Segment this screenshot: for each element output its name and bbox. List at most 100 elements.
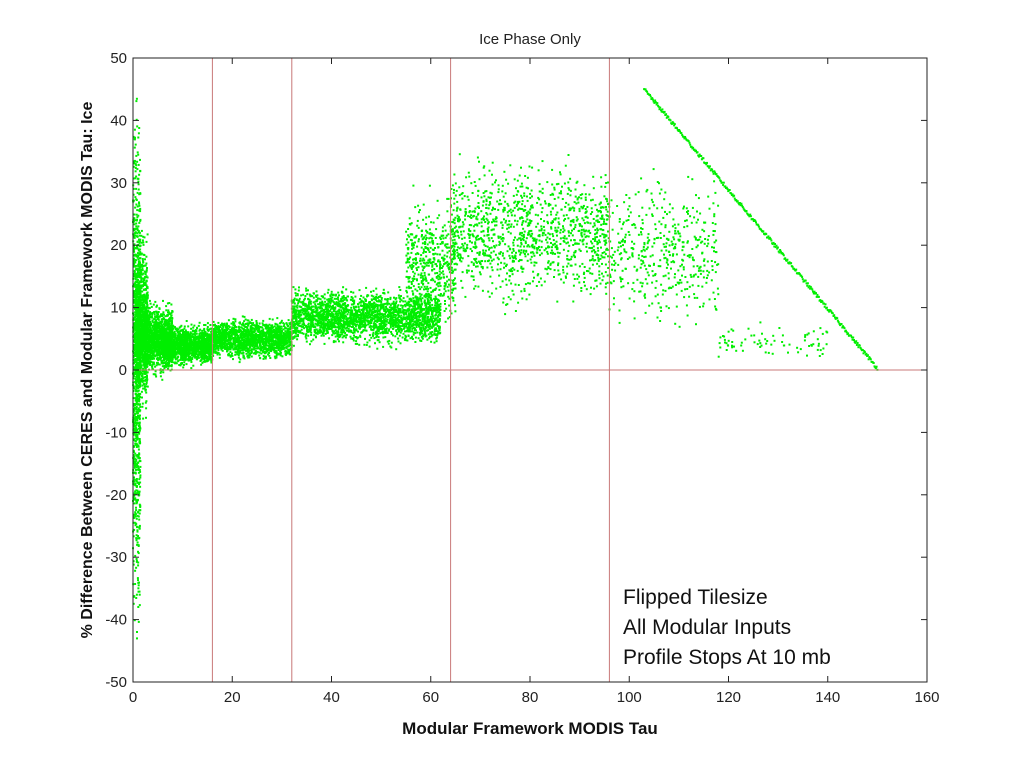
data-point: [133, 254, 136, 257]
data-point: [134, 327, 137, 330]
data-point: [151, 353, 154, 356]
data-point: [138, 400, 141, 403]
data-point: [196, 335, 198, 338]
data-point: [165, 349, 168, 352]
data-point: [168, 312, 171, 315]
data-point: [136, 412, 139, 415]
data-point: [142, 347, 144, 350]
data-point: [157, 359, 160, 361]
data-point: [141, 265, 144, 268]
data-point: [132, 245, 135, 248]
data-point: [147, 330, 150, 333]
data-point: [138, 537, 140, 540]
data-point: [146, 297, 149, 300]
data-point: [136, 380, 139, 383]
data-point: [139, 504, 142, 507]
data-point: [210, 361, 213, 364]
data-point: [163, 367, 166, 370]
data-point: [170, 325, 173, 327]
data-point: [172, 361, 175, 364]
data-point: [146, 371, 149, 374]
data-point: [133, 417, 136, 420]
data-point: [140, 299, 143, 302]
data-point: [155, 375, 158, 378]
data-point: [154, 336, 157, 338]
data-point: [141, 321, 144, 323]
data-point: [138, 439, 141, 442]
data-point: [208, 333, 211, 336]
data-point: [139, 385, 142, 387]
data-point: [188, 359, 191, 362]
data-point: [161, 334, 164, 337]
data-point: [140, 327, 143, 330]
data-point: [149, 358, 152, 361]
data-point: [151, 324, 154, 327]
data-point: [182, 335, 185, 338]
data-point: [136, 229, 139, 231]
data-point: [136, 535, 139, 538]
data-point: [137, 393, 139, 396]
data-point: [142, 363, 145, 366]
data-point: [135, 382, 137, 385]
data-point: [133, 228, 136, 231]
data-point: [134, 482, 137, 485]
data-point: [138, 509, 141, 512]
data-point: [164, 342, 167, 345]
data-point: [200, 344, 202, 347]
data-point: [138, 288, 141, 291]
data-point: [176, 331, 179, 334]
data-point: [137, 334, 140, 337]
data-point: [155, 319, 157, 322]
data-point: [143, 307, 146, 310]
data-point: [174, 361, 177, 364]
data-point: [209, 351, 212, 354]
data-point: [170, 337, 173, 339]
data-point: [158, 344, 161, 347]
data-point: [138, 468, 141, 471]
data-point: [155, 305, 158, 308]
data-point: [162, 326, 165, 329]
data-point: [154, 365, 157, 368]
data-point: [204, 324, 207, 326]
data-point: [197, 353, 199, 356]
data-point: [163, 320, 166, 323]
data-point: [217, 345, 220, 348]
data-point: [193, 332, 196, 335]
data-point: [145, 391, 148, 394]
data-point: [175, 351, 178, 354]
data-point: [187, 343, 189, 346]
data-point: [202, 337, 205, 340]
data-point: [137, 387, 140, 390]
data-point: [164, 315, 167, 318]
data-point: [165, 328, 167, 331]
data-point: [149, 352, 152, 355]
data-point: [144, 321, 147, 324]
data-point: [172, 355, 175, 358]
data-point: [200, 350, 203, 353]
data-point: [132, 439, 135, 441]
data-point: [134, 265, 136, 268]
data-point: [183, 325, 186, 328]
data-point: [133, 414, 136, 417]
data-point: [206, 328, 209, 331]
data-point: [168, 348, 170, 351]
data-point: [162, 362, 165, 365]
data-point: [142, 281, 145, 284]
data-point: [141, 324, 144, 327]
data-point: [134, 377, 137, 380]
data-point: [156, 346, 159, 349]
data-point: [203, 344, 206, 347]
data-point: [162, 323, 165, 326]
data-point: [202, 341, 205, 344]
data-point: [159, 341, 162, 344]
data-point: [160, 333, 163, 336]
data-point: [164, 348, 167, 351]
data-point: [143, 288, 146, 291]
data-point: [179, 358, 182, 361]
data-point: [143, 361, 146, 364]
data-point: [151, 319, 154, 322]
data-point: [142, 316, 145, 319]
data-point: [176, 339, 178, 342]
data-point: [138, 410, 141, 413]
data-point: [208, 343, 211, 345]
